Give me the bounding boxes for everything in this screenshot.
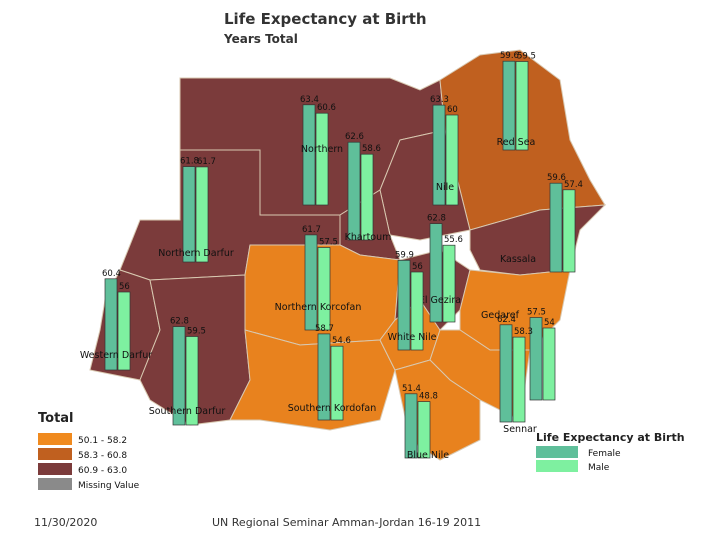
map-regions — [89, 49, 607, 461]
value-label: 59.6 — [547, 173, 566, 183]
value-label: 54.6 — [332, 336, 351, 346]
value-label: 62.8 — [170, 317, 189, 327]
legend-swatch — [38, 478, 72, 490]
value-label: 58.3 — [514, 327, 533, 337]
value-label: 58.7 — [315, 324, 334, 334]
region-name: Sennar — [503, 424, 537, 435]
bar — [562, 189, 576, 273]
bar — [360, 153, 374, 241]
legend-swatch — [38, 463, 72, 475]
value-label: 59.9 — [395, 250, 414, 260]
region-name: Northern Korcofan — [275, 302, 362, 313]
bar — [529, 317, 543, 401]
bar — [442, 244, 456, 323]
legend-title: Life Expectancy at Birth — [536, 431, 685, 444]
bar — [417, 401, 431, 459]
legend-label: 58.3 - 60.8 — [78, 451, 127, 461]
region-name: Gedaref — [481, 310, 520, 321]
region-name: Southern Kordofan — [288, 403, 377, 414]
bar — [195, 166, 209, 263]
legend-swatch — [38, 433, 72, 445]
value-label: 61.7 — [197, 157, 216, 167]
value-label: 56 — [119, 282, 130, 292]
bar — [317, 247, 331, 331]
bar — [185, 336, 199, 426]
subtitle: Years Total — [223, 32, 298, 46]
value-label: 62.6 — [345, 132, 364, 142]
region — [229, 329, 396, 431]
bar — [542, 327, 556, 401]
value-label: 59.5 — [517, 52, 536, 62]
value-label: 60.4 — [102, 269, 121, 279]
bar — [304, 234, 318, 331]
title: Life Expectancy at Birth — [224, 10, 427, 28]
legend-label: 50.1 - 58.2 — [78, 436, 127, 446]
value-label: 57.4 — [564, 180, 583, 190]
legend-label: Female — [588, 449, 621, 459]
value-label: 61.8 — [180, 157, 199, 167]
region-name: Northern Darfur — [158, 248, 234, 259]
legend-label: Male — [588, 463, 610, 473]
bar — [502, 60, 516, 151]
bar — [104, 278, 118, 371]
region-name: White Nile — [388, 332, 437, 343]
bar — [302, 104, 316, 206]
legend-label: 60.9 - 63.0 — [78, 466, 127, 476]
bar — [397, 259, 411, 351]
bar — [515, 61, 529, 151]
value-label: 60 — [447, 105, 458, 115]
region-name: Red Sea — [497, 137, 536, 148]
footer-text: UN Regional Seminar Amman-Jordan 16-19 2… — [212, 516, 481, 529]
bar — [499, 324, 513, 423]
bar — [410, 271, 424, 351]
value-label: 57.5 — [319, 238, 338, 248]
bar — [172, 326, 186, 426]
value-label: 63.4 — [300, 95, 319, 105]
bar — [330, 345, 344, 421]
value-label: 57.5 — [527, 308, 546, 318]
bar — [512, 336, 526, 423]
bar — [117, 291, 131, 371]
region-name: Northern — [301, 144, 343, 155]
bar — [432, 104, 446, 206]
region-name: Western Darfur — [80, 350, 152, 361]
region-name: Southern Darfur — [149, 406, 226, 417]
value-label: 59.5 — [187, 327, 206, 337]
value-label: 55.6 — [444, 235, 463, 245]
legend-swatch — [38, 448, 72, 460]
value-label: 54 — [544, 318, 555, 328]
bar — [317, 333, 331, 421]
legend-label: Missing Value — [78, 481, 140, 491]
bar — [347, 141, 361, 241]
bar — [315, 112, 329, 206]
legend-title: Total — [38, 411, 74, 426]
value-label: 60.6 — [317, 103, 336, 113]
value-label: 56 — [412, 262, 423, 272]
value-label: 48.8 — [419, 392, 438, 402]
value-label: 61.7 — [302, 225, 321, 235]
region-name: Blue Nile — [407, 450, 449, 461]
value-label: 62.8 — [427, 214, 446, 224]
bar — [549, 182, 563, 273]
bar — [404, 393, 418, 459]
value-label: 51.4 — [402, 384, 421, 394]
value-label: 58.6 — [362, 144, 381, 154]
bar — [445, 114, 459, 206]
bar — [182, 166, 196, 263]
footer-date: 11/30/2020 — [34, 516, 97, 529]
region-name: Nile — [436, 182, 454, 193]
region-name: El Gezira — [419, 295, 461, 306]
legend-swatch — [536, 460, 578, 472]
value-label: 63.3 — [430, 95, 449, 105]
value-label: 59.6 — [500, 51, 519, 61]
value-label: 62.4 — [497, 315, 516, 325]
bar — [429, 223, 443, 323]
legend-swatch — [536, 446, 578, 458]
region-name: Kassala — [500, 254, 536, 265]
region-name: Khartoum — [345, 232, 392, 243]
